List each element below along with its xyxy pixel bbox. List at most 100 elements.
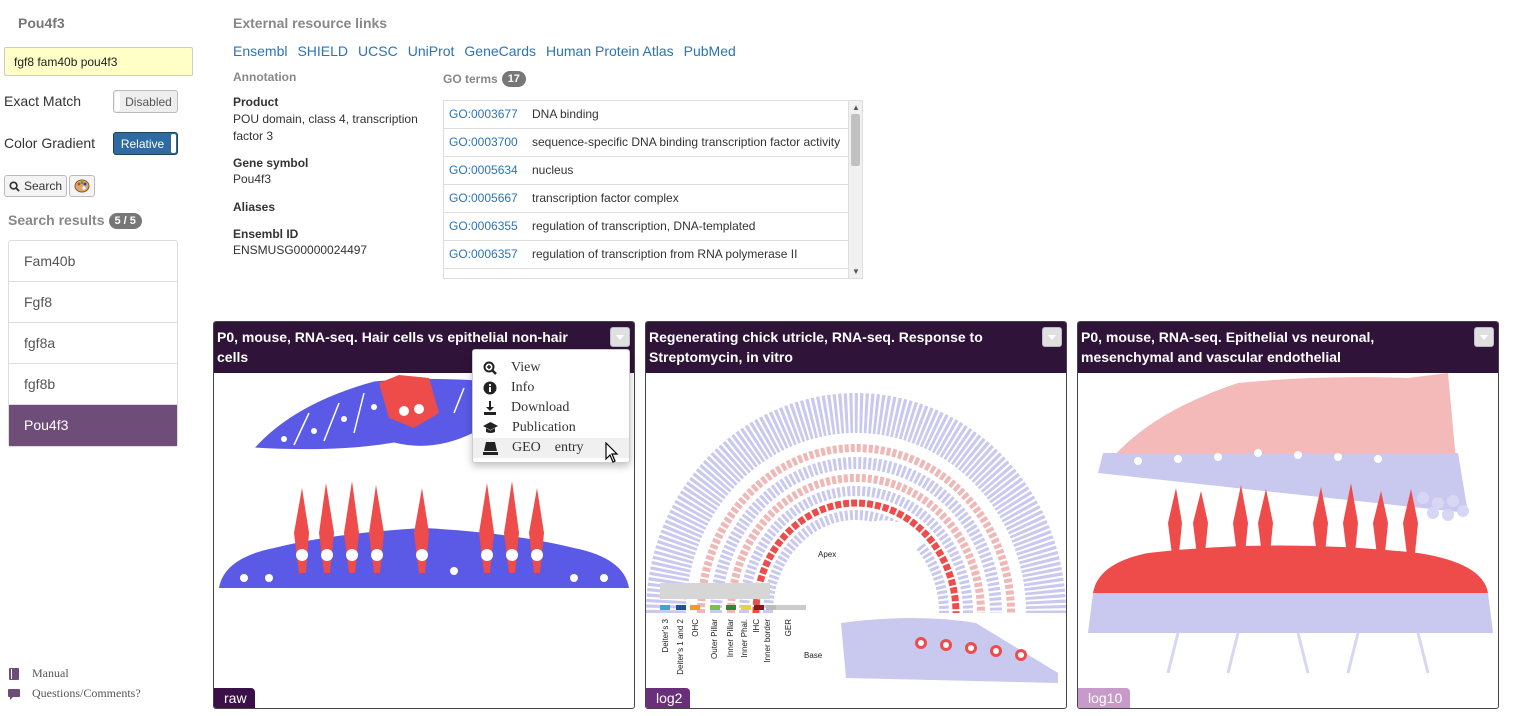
menu-item-publication[interactable]: Publication xyxy=(473,418,629,438)
menu-item-geo-entry[interactable]: GEO entry xyxy=(473,438,629,458)
panel-menu-button[interactable] xyxy=(610,327,630,347)
product-block: Product POU domain, class 4, transcripti… xyxy=(233,95,433,145)
go-id-link[interactable]: GO:0005667 xyxy=(449,191,518,205)
external-links: Ensembl SHIELD UCSC UniProt GeneCards Hu… xyxy=(233,43,736,59)
menu-item-view[interactable]: View xyxy=(473,358,629,378)
book-icon xyxy=(9,667,19,680)
expression-panel-2: Regenerating chick utricle, RNA-seq. Res… xyxy=(645,321,1067,709)
gene-search-input[interactable] xyxy=(4,47,193,76)
product-label: Product xyxy=(233,95,279,109)
scale-tag-log10[interactable]: log10 xyxy=(1078,688,1131,708)
exact-match-state: Disabled xyxy=(125,94,172,109)
go-desc: transcription factor complex xyxy=(532,191,679,205)
epithelial-diagram xyxy=(1078,373,1498,708)
table-row: GO:0003700 sequence-specific DNA binding … xyxy=(444,129,849,157)
color-gradient-label: Color Gradient xyxy=(4,135,96,151)
palette-button[interactable] xyxy=(69,175,95,197)
info-icon xyxy=(483,381,497,395)
scroll-down-icon[interactable]: ▼ xyxy=(852,267,860,276)
menu-item-download[interactable]: Download xyxy=(473,398,629,418)
go-desc: regulation of transcription, DNA-templat… xyxy=(532,219,756,233)
aliases-block: Aliases xyxy=(233,200,433,216)
list-item[interactable]: Fgf8 xyxy=(9,282,177,323)
panel-menu-button[interactable] xyxy=(1042,327,1062,347)
menu-item-info[interactable]: Info xyxy=(473,378,629,398)
go-terms-table[interactable]: GO:0003677 DNA binding GO:0003700 sequence… xyxy=(443,100,863,279)
panel-title-text: P0, mouse, RNA-seq. Hair cells vs epithe… xyxy=(217,329,568,365)
go-id-link[interactable]: GO:0003677 xyxy=(449,107,518,121)
go-id-link[interactable]: GO:0005634 xyxy=(449,163,518,177)
legend-label: GER xyxy=(784,619,793,637)
manual-link-label: Manual xyxy=(32,666,69,680)
ensembl-link[interactable]: Ensembl xyxy=(233,43,288,59)
panel-dropdown-menu: View Info Download Publication GEO entry xyxy=(472,349,630,463)
go-terms-label: GO terms xyxy=(443,72,498,86)
results-count-badge: 5 / 5 xyxy=(108,213,142,229)
list-item[interactable]: fgf8b xyxy=(9,364,177,405)
epithelium-lower xyxy=(219,481,629,588)
questions-link[interactable]: Questions/Comments? xyxy=(8,686,141,701)
list-item-active[interactable]: Pou4f3 xyxy=(9,405,177,446)
scale-tag-raw[interactable]: raw xyxy=(214,688,255,708)
legend-label: Inner Phal. xyxy=(740,619,749,658)
questions-link-label: Questions/Comments? xyxy=(32,686,141,700)
menu-item-label: GEO entry xyxy=(512,440,584,455)
exact-match-toggle[interactable]: Disabled xyxy=(113,90,178,113)
go-scrollbar[interactable]: ▲ ▼ xyxy=(848,101,862,278)
list-item[interactable]: fgf8a xyxy=(9,323,177,364)
legend-label: OHC xyxy=(691,619,700,637)
genecards-link[interactable]: GeneCards xyxy=(464,43,536,59)
expression-panel-3: P0, mouse, RNA-seq. Epithelial vs neuron… xyxy=(1077,321,1499,709)
go-count-badge: 17 xyxy=(501,71,526,87)
ucsc-link[interactable]: UCSC xyxy=(358,43,398,59)
panel-title-text: P0, mouse, RNA-seq. Epithelial vs neuron… xyxy=(1081,329,1375,365)
color-gradient-toggle[interactable]: Relative xyxy=(113,132,178,155)
scale-tag-log2[interactable]: log2 xyxy=(646,688,691,708)
menu-item-label: Publication xyxy=(512,420,576,435)
pubmed-link[interactable]: PubMed xyxy=(683,43,736,59)
table-row: GO:0005667 transcription factor complex xyxy=(444,185,849,213)
legend-label: Outer Pillar xyxy=(710,619,719,659)
legend-label: Inner Pillar xyxy=(726,619,735,658)
manual-link[interactable]: Manual xyxy=(8,666,69,681)
ensembl-id-value: ENSMUSG00000024497 xyxy=(233,243,368,257)
external-links-title: External resource links xyxy=(233,15,388,31)
zoom-icon xyxy=(483,361,497,375)
apex-label: Apex xyxy=(818,550,836,559)
scroll-thumb[interactable] xyxy=(851,114,860,166)
search-results-list: Fam40b Fgf8 fgf8a fgf8b Pou4f3 xyxy=(8,240,178,447)
cell-type-legend xyxy=(660,583,806,610)
scroll-up-icon[interactable]: ▲ xyxy=(852,103,860,112)
annotation-title: Annotation xyxy=(233,70,297,84)
search-results-heading: Search results 5 / 5 xyxy=(8,212,142,229)
epithelium-upper xyxy=(252,375,515,451)
legend-label: Deiter's 1 and 2 xyxy=(676,618,685,674)
legend-label: Deiter's 3 xyxy=(661,618,670,652)
utricle-diagram: Deiter's 3 Deiter's 1 and 2 OHC Outer Pi… xyxy=(646,373,1066,708)
color-gradient-state: Relative xyxy=(120,136,165,151)
table-row: GO:0006355 regulation of transcription, D… xyxy=(444,213,849,241)
uniprot-link[interactable]: UniProt xyxy=(407,43,455,59)
comment-icon xyxy=(8,688,20,700)
go-id-link[interactable]: GO:0003700 xyxy=(449,135,518,149)
menu-item-label: Download xyxy=(511,400,570,415)
panel-menu-button[interactable] xyxy=(1474,327,1494,347)
search-button[interactable]: Search xyxy=(4,175,67,197)
go-desc: sequence-specific DNA binding transcript… xyxy=(532,135,841,149)
product-value: POU domain, class 4, transcription facto… xyxy=(233,112,418,143)
go-desc: nucleus xyxy=(532,163,574,177)
panel-title: Regenerating chick utricle, RNA-seq. Res… xyxy=(646,322,1066,373)
list-item[interactable]: Fam40b xyxy=(9,241,177,282)
palette-icon xyxy=(74,179,90,193)
ensembl-id-block: Ensembl ID ENSMUSG00000024497 xyxy=(233,227,433,257)
caret-down-icon xyxy=(1048,334,1056,340)
go-id-link[interactable]: GO:0006355 xyxy=(449,219,518,233)
shield-link[interactable]: SHIELD xyxy=(297,43,349,59)
cochlea-spiral xyxy=(646,393,1066,614)
symbol-block: Gene symbol Pou4f3 xyxy=(233,156,433,186)
download-icon xyxy=(484,401,496,415)
human-protein-atlas-link[interactable]: Human Protein Atlas xyxy=(546,43,674,59)
menu-item-label: Info xyxy=(511,380,535,395)
go-id-link[interactable]: GO:0006357 xyxy=(449,247,518,261)
